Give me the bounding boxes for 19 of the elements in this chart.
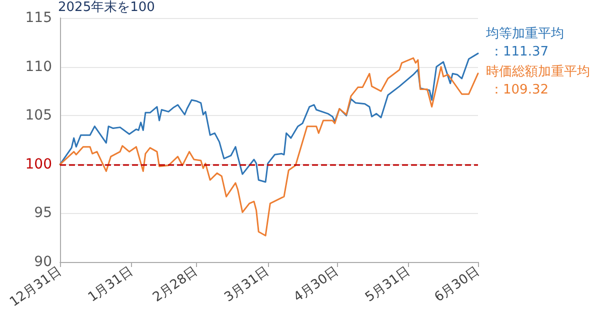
x-tick-label: 4月30日 — [291, 264, 342, 306]
y-tick-label: 100 — [25, 156, 52, 172]
y-tick-label: 95 — [34, 205, 52, 222]
x-tick-label: 1月31日 — [86, 264, 136, 306]
x-tick-label: 2月28日 — [150, 264, 201, 306]
line-series — [59, 52, 479, 183]
y-tick-label: 115 — [25, 10, 52, 26]
y-tick-label: 105 — [25, 108, 52, 124]
x-tick-label: 6月30日 — [432, 264, 482, 306]
y-tick-label: 110 — [25, 58, 52, 75]
y-tick-label: 90 — [34, 254, 52, 270]
x-tick-label: 3月31日 — [222, 264, 272, 306]
y-axis-title: 2025年末を100 — [58, 0, 155, 15]
text: ：111.37 — [490, 44, 548, 60]
series-label: 時価総額加重平均 — [486, 64, 590, 80]
series-label: 均等加重平均 — [485, 26, 564, 42]
x-tick-label: 5月31日 — [362, 264, 414, 306]
line-series — [59, 57, 479, 236]
text: ：109.32 — [490, 82, 548, 98]
